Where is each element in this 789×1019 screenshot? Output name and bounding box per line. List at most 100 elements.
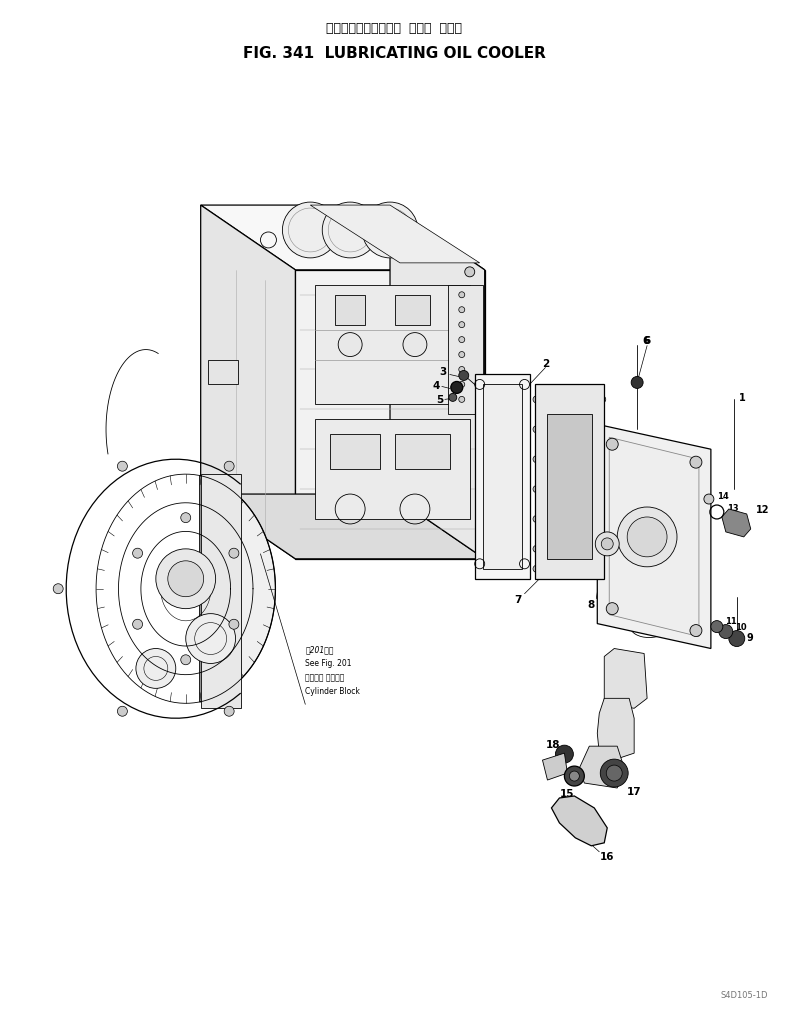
Circle shape	[403, 333, 427, 358]
Text: 3: 3	[439, 367, 447, 377]
Circle shape	[458, 382, 465, 388]
Circle shape	[533, 426, 540, 433]
Bar	[208, 360, 237, 385]
Text: FIG. 341  LUBRICATING OIL COOLER: FIG. 341 LUBRICATING OIL COOLER	[243, 46, 546, 60]
Circle shape	[533, 516, 540, 523]
Circle shape	[224, 462, 234, 472]
Text: 9: 9	[746, 632, 753, 642]
Circle shape	[449, 394, 457, 401]
Circle shape	[53, 584, 63, 594]
Circle shape	[156, 549, 215, 609]
Text: 6: 6	[642, 335, 649, 345]
Circle shape	[451, 382, 463, 394]
Text: 11: 11	[725, 616, 737, 626]
Circle shape	[185, 614, 236, 663]
Circle shape	[617, 507, 677, 568]
Text: 14: 14	[717, 491, 728, 500]
Text: シリンダ ブロック: シリンダ ブロック	[305, 673, 345, 682]
Text: 6: 6	[644, 335, 651, 345]
Circle shape	[458, 308, 465, 314]
Polygon shape	[597, 699, 634, 758]
Circle shape	[133, 620, 143, 630]
Circle shape	[599, 426, 606, 433]
Polygon shape	[200, 494, 484, 559]
Text: 17: 17	[626, 787, 641, 796]
Circle shape	[627, 518, 667, 557]
Circle shape	[458, 322, 465, 328]
Text: 7: 7	[514, 594, 522, 604]
Text: ルーブリケーティング  オイル  クーラ: ルーブリケーティング オイル クーラ	[327, 21, 462, 35]
Circle shape	[533, 546, 540, 552]
Circle shape	[719, 625, 733, 639]
Circle shape	[322, 203, 378, 259]
Circle shape	[606, 603, 619, 615]
Circle shape	[181, 514, 191, 523]
Circle shape	[601, 538, 613, 550]
Text: 1: 1	[739, 393, 746, 403]
Polygon shape	[543, 753, 567, 781]
Circle shape	[690, 457, 702, 469]
Text: 18: 18	[546, 740, 561, 749]
Circle shape	[704, 494, 714, 504]
Polygon shape	[604, 649, 647, 708]
Bar	[316, 420, 469, 520]
Text: Cylinder Block: Cylinder Block	[305, 686, 361, 695]
Polygon shape	[552, 796, 608, 846]
Circle shape	[118, 706, 127, 716]
Circle shape	[282, 203, 338, 259]
Text: 図201参照: 図201参照	[305, 644, 334, 653]
Polygon shape	[722, 510, 751, 537]
Polygon shape	[609, 438, 699, 637]
Polygon shape	[200, 206, 484, 271]
Polygon shape	[534, 385, 604, 579]
Circle shape	[533, 486, 540, 493]
Polygon shape	[200, 476, 275, 702]
Polygon shape	[310, 206, 480, 264]
Circle shape	[631, 377, 643, 389]
Bar	[483, 385, 522, 570]
Circle shape	[711, 621, 723, 633]
Circle shape	[599, 546, 606, 552]
Circle shape	[458, 292, 465, 299]
Polygon shape	[331, 435, 380, 470]
Polygon shape	[395, 296, 430, 325]
Text: 10: 10	[735, 623, 746, 632]
Circle shape	[595, 532, 619, 556]
Polygon shape	[200, 206, 295, 559]
Text: See Fig. 201: See Fig. 201	[305, 658, 352, 667]
Circle shape	[458, 397, 465, 403]
Circle shape	[118, 462, 127, 472]
Polygon shape	[395, 435, 450, 470]
Circle shape	[229, 620, 239, 630]
Text: 2: 2	[542, 358, 549, 368]
Text: 15: 15	[560, 789, 574, 798]
Circle shape	[599, 457, 606, 464]
Bar	[548, 415, 593, 559]
Circle shape	[599, 516, 606, 523]
Polygon shape	[579, 747, 624, 789]
Circle shape	[555, 746, 574, 763]
Circle shape	[362, 203, 418, 259]
Text: 5: 5	[436, 395, 443, 405]
Circle shape	[136, 649, 176, 689]
Polygon shape	[200, 475, 241, 708]
Circle shape	[599, 396, 606, 404]
Circle shape	[600, 759, 628, 788]
Circle shape	[465, 268, 475, 277]
Circle shape	[458, 371, 469, 381]
Text: 16: 16	[600, 851, 615, 861]
Text: 12: 12	[756, 504, 769, 515]
Circle shape	[224, 706, 234, 716]
Circle shape	[570, 771, 579, 782]
Polygon shape	[390, 206, 484, 559]
Circle shape	[599, 486, 606, 493]
Circle shape	[181, 655, 191, 665]
Polygon shape	[475, 375, 529, 579]
Circle shape	[338, 333, 362, 358]
Bar	[316, 285, 469, 405]
Text: 13: 13	[727, 503, 739, 512]
Polygon shape	[597, 425, 711, 649]
Circle shape	[606, 439, 619, 450]
Circle shape	[564, 766, 585, 787]
Circle shape	[533, 566, 540, 573]
